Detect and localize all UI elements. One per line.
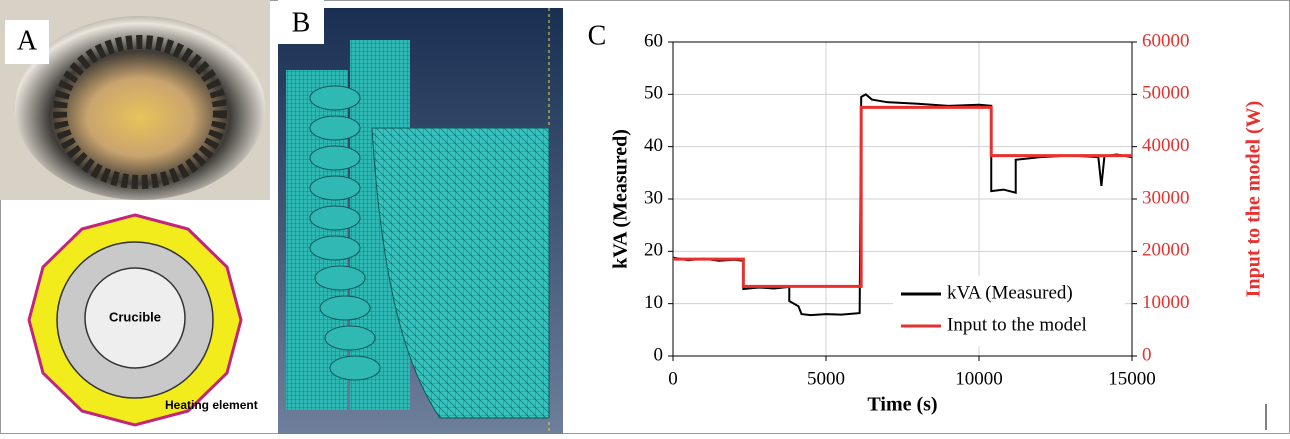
y-tick-label: 60 [644, 30, 663, 51]
y2-tick-label: 30000 [1142, 187, 1190, 208]
y2-axis-label: Input to the model (W) [1243, 101, 1265, 298]
furnace-photo [15, 16, 265, 200]
y-axis-label: kVA (Measured) [610, 129, 632, 269]
series-line [673, 105, 1132, 288]
label-box [5, 20, 49, 64]
y2-tick-label: 60000 [1142, 30, 1190, 51]
legend-label: Input to the model [947, 314, 1087, 335]
y2-tick-label: 50000 [1142, 83, 1190, 104]
legend [893, 276, 1125, 346]
plot-area [672, 41, 1133, 357]
x-tick-label: 0 [668, 368, 678, 389]
ring-label: Heating element [165, 398, 258, 412]
elements [53, 35, 227, 189]
x-tick-label: 5000 [807, 368, 845, 389]
coils [309, 85, 381, 381]
crucible-mesh [371, 127, 550, 419]
y2-tick-label: 40000 [1142, 135, 1190, 156]
label-box [278, 0, 324, 44]
y-tick-label: 10 [644, 292, 663, 313]
crucible [84, 267, 186, 369]
y-tick-label: 40 [644, 135, 663, 156]
y-tick-label: 50 [644, 83, 663, 104]
y-tick-label: 0 [654, 344, 664, 365]
y-tick-label: 20 [644, 240, 663, 261]
crucible-label: Crucible [109, 309, 161, 324]
x-tick-label: 15000 [1108, 368, 1156, 389]
panel-label: C [588, 20, 607, 51]
x-axis-label: Time (s) [867, 394, 937, 416]
x-tick-label: 10000 [955, 368, 1003, 389]
panel-label: B [292, 7, 311, 38]
y2-tick-label: 10000 [1142, 292, 1190, 313]
y2-tick-label: 20000 [1142, 240, 1190, 261]
legend-label: kVA (Measured) [947, 282, 1073, 303]
y-tick-label: 30 [644, 187, 663, 208]
y2-tick-label: 0 [1142, 344, 1152, 365]
panel-label: A [17, 25, 38, 56]
